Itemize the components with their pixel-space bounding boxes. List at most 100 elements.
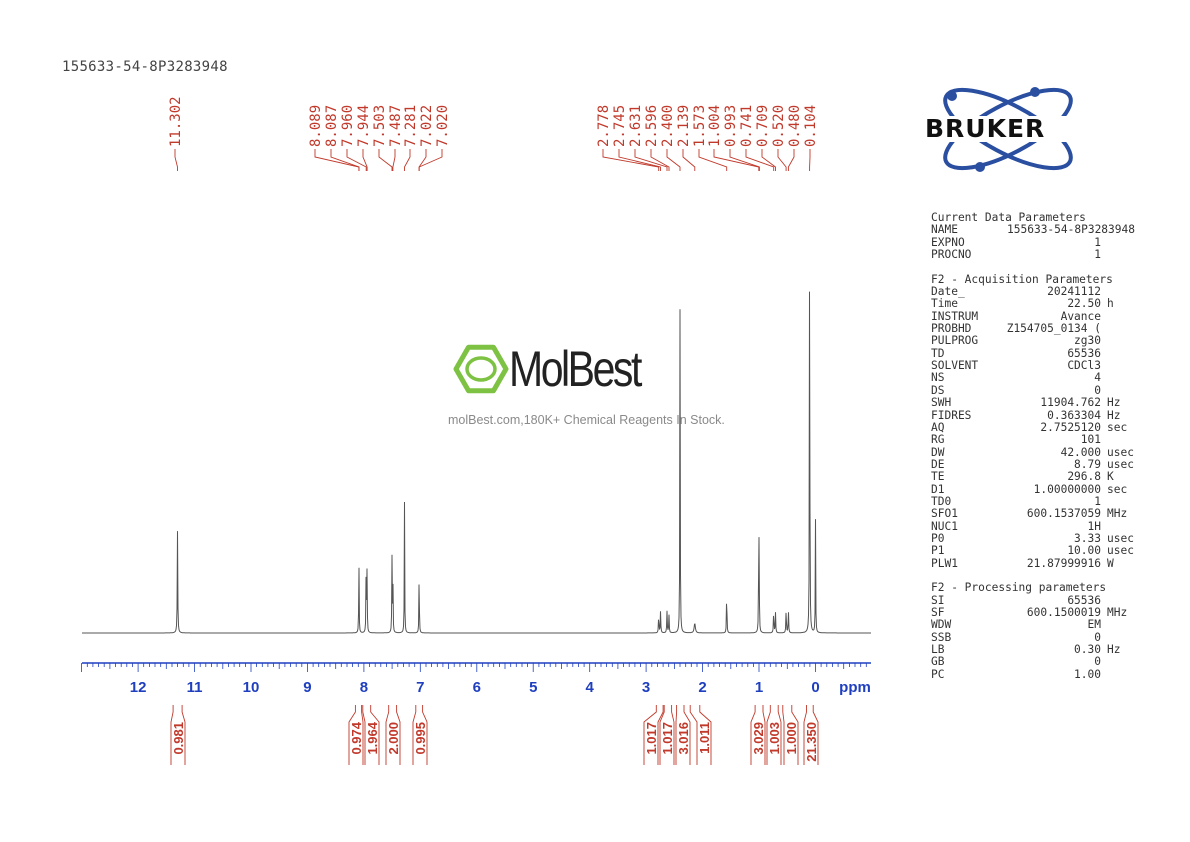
- parameter-row: FIDRES 0.363304 Hz: [931, 408, 1141, 422]
- peak-label: 7.022: [419, 105, 435, 147]
- parameter-value: CDCl3: [1067, 359, 1101, 373]
- peak-leader-line: [698, 149, 728, 171]
- integral-value: 3.029: [751, 722, 766, 755]
- peak-label: 1.004: [707, 105, 723, 147]
- integral-bracket: [657, 705, 664, 765]
- parameter-unit: [1101, 311, 1107, 323]
- integral-bracket: [777, 705, 782, 765]
- parameter-name: EXPNO: [931, 235, 965, 249]
- parameter-unit: MHz: [1107, 606, 1128, 619]
- parameter-name: AQ: [931, 420, 945, 434]
- parameter-unit: usec: [1107, 457, 1134, 471]
- integral-bracket: [812, 705, 819, 765]
- benzene-ring-icon: [453, 344, 509, 394]
- parameter-unit: sec: [1107, 420, 1128, 434]
- integral-value: 1.017: [660, 722, 675, 755]
- parameter-value: 1: [1094, 235, 1101, 249]
- integral-bracket: [675, 705, 678, 765]
- parameter-name: WDW: [931, 618, 952, 632]
- peak-label: 7.960: [340, 105, 356, 147]
- tick-label: 8: [360, 679, 368, 696]
- parameter-name: D1: [931, 482, 945, 496]
- parameter-unit: [1101, 669, 1107, 681]
- peak-label: 11.302: [168, 96, 184, 147]
- integral-bracket: [689, 705, 698, 765]
- parameter-unit: [1101, 237, 1107, 249]
- peak-label: 2.139: [676, 105, 692, 147]
- molbest-logo-graphic: [453, 344, 509, 394]
- parameter-unit: Hz: [1107, 408, 1121, 422]
- tick-label: 3: [642, 679, 650, 696]
- parameter-unit: h: [1107, 297, 1114, 311]
- peak-leader-line: [392, 149, 396, 171]
- integral-bracket: [370, 705, 380, 765]
- integral-bracket: [385, 705, 390, 765]
- parameter-row: SSB 0: [931, 630, 1141, 644]
- peak-label: 0.520: [771, 105, 787, 147]
- integral-value: 3.016: [676, 722, 691, 755]
- peak-leader-line: [346, 149, 367, 171]
- parameter-row: NUC1 1H: [931, 519, 1141, 533]
- peak-leader-line: [777, 149, 787, 171]
- parameter-name: SI: [931, 593, 945, 607]
- spectrum-trace: [82, 291, 871, 634]
- acquisition-parameter-panel: Current Data Parameters NAME 155633-54-8P3…: [931, 211, 1141, 681]
- parameter-name: SF: [931, 606, 945, 619]
- parameter-row: SWH 11904.762 Hz: [931, 396, 1141, 410]
- parameter-unit: [1101, 335, 1107, 347]
- parameter-row: INSTRUM Avance: [931, 309, 1141, 323]
- bruker-logo-text: BRUKER: [925, 114, 1046, 143]
- parameter-value: 600.1537059: [1026, 507, 1101, 521]
- parameter-value: 1.00000000: [1033, 482, 1101, 496]
- peak-label: 0.993: [723, 105, 739, 147]
- parameter-value: 0.363304: [1047, 408, 1101, 422]
- peak-leader-line: [745, 149, 775, 171]
- bruker-orbit: [943, 87, 1073, 171]
- parameter-row: SOLVENT CDCl3: [931, 359, 1141, 373]
- peak-label: 7.020: [435, 105, 451, 147]
- parameter-value: 1: [1094, 248, 1101, 262]
- parameter-name: NUC1: [931, 519, 958, 533]
- parameter-value: 8.79: [1074, 457, 1101, 471]
- parameter-row: SI 65536: [931, 593, 1141, 607]
- parameter-value: Avance: [1060, 309, 1101, 323]
- parameter-value: 155633-54-8P3283948: [1007, 223, 1135, 237]
- peak-label: 2.631: [628, 105, 644, 147]
- parameter-row: DS 0: [931, 384, 1141, 397]
- integral-value: 21.350: [804, 722, 819, 762]
- parameter-value: 4: [1094, 371, 1101, 385]
- parameter-unit: K: [1107, 470, 1114, 484]
- parameter-unit: usec: [1107, 531, 1134, 545]
- integral-bracket: [348, 705, 356, 765]
- peak-leader-line: [713, 149, 760, 171]
- parameter-name: GB: [931, 655, 945, 669]
- integral-bracket: [671, 705, 675, 765]
- parameter-row: NAME 155633-54-8P3283948: [931, 223, 1141, 237]
- parameter-name: P0: [931, 531, 945, 545]
- parameter-name: SWH: [931, 396, 952, 410]
- parameter-unit: MHz: [1107, 507, 1128, 521]
- parameter-name: SSB: [931, 630, 952, 644]
- parameter-unit: Hz: [1107, 643, 1121, 657]
- integral-value: 1.003: [767, 722, 782, 755]
- parameter-unit: [1101, 249, 1107, 261]
- parameter-row: NS 4: [931, 371, 1141, 385]
- bruker-logo-graphic: [923, 87, 1093, 172]
- integral-bracket: [699, 705, 712, 765]
- integral-bracket: [762, 705, 766, 765]
- integral-bracket: [803, 705, 807, 765]
- parameter-unit: [1135, 224, 1141, 236]
- spectrum-trace-group: [82, 291, 871, 634]
- integral-bracket: [766, 705, 771, 765]
- watermark-brand: MolBest: [509, 341, 642, 397]
- integral-bracket: [170, 705, 174, 765]
- parameter-name: NAME: [931, 223, 958, 237]
- peak-leader-line: [682, 149, 696, 171]
- parameter-value: 10.00: [1067, 544, 1101, 558]
- parameter-row: D1 1.00000000 sec: [931, 482, 1141, 496]
- integral-group: 0.981 0.974 1.964 2.000 0.995 1.017 1.017 3.016…: [170, 705, 819, 765]
- parameter-row: AQ 2.7525120 sec: [931, 420, 1141, 434]
- parameter-row: P1 10.00 usec: [931, 544, 1141, 558]
- parameter-name: DW: [931, 445, 945, 459]
